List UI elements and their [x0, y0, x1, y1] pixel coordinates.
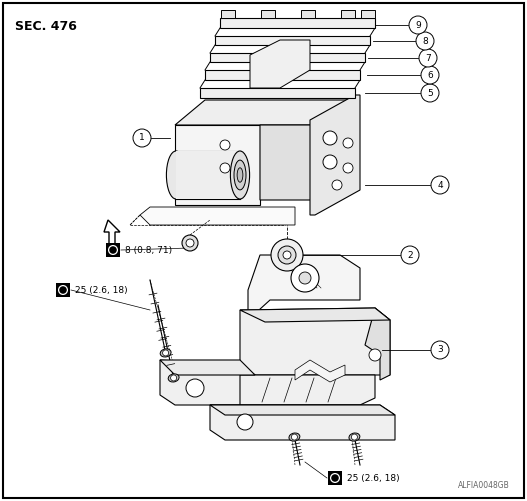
Ellipse shape — [167, 151, 186, 199]
Bar — [106, 243, 120, 257]
Circle shape — [409, 16, 427, 34]
Text: 6: 6 — [427, 71, 433, 80]
Text: SEC. 476: SEC. 476 — [15, 20, 77, 33]
Circle shape — [419, 49, 437, 67]
Ellipse shape — [160, 349, 171, 357]
Polygon shape — [240, 308, 390, 375]
Polygon shape — [160, 360, 255, 405]
Circle shape — [220, 163, 230, 173]
Polygon shape — [210, 405, 395, 440]
Polygon shape — [176, 151, 240, 199]
Circle shape — [352, 434, 357, 440]
Text: 2: 2 — [407, 250, 413, 260]
Polygon shape — [160, 360, 255, 375]
Circle shape — [369, 349, 381, 361]
Polygon shape — [104, 220, 120, 245]
Ellipse shape — [289, 433, 300, 441]
Polygon shape — [301, 10, 315, 18]
Text: 5: 5 — [427, 89, 433, 98]
Ellipse shape — [349, 433, 360, 441]
Text: 9: 9 — [415, 21, 421, 30]
Polygon shape — [200, 88, 355, 98]
Ellipse shape — [230, 151, 250, 199]
Text: 4: 4 — [437, 180, 443, 189]
Circle shape — [291, 434, 297, 440]
Circle shape — [431, 176, 449, 194]
Text: 1: 1 — [139, 133, 145, 142]
Ellipse shape — [234, 160, 246, 190]
Circle shape — [431, 341, 449, 359]
Text: 8: 8 — [422, 37, 428, 46]
Polygon shape — [175, 125, 260, 205]
Polygon shape — [210, 53, 365, 62]
Circle shape — [186, 239, 194, 247]
Polygon shape — [175, 100, 355, 125]
Text: 25 (2.6, 18): 25 (2.6, 18) — [75, 286, 128, 295]
Text: 8 (0.8, 71): 8 (0.8, 71) — [125, 245, 172, 255]
Circle shape — [182, 235, 198, 251]
Circle shape — [220, 140, 230, 150]
Polygon shape — [240, 308, 390, 322]
Circle shape — [343, 138, 353, 148]
Polygon shape — [221, 10, 235, 18]
Circle shape — [271, 239, 303, 271]
Polygon shape — [205, 70, 360, 80]
Circle shape — [421, 84, 439, 102]
Ellipse shape — [168, 374, 179, 382]
Polygon shape — [341, 10, 355, 18]
Text: ALFIA0048GB: ALFIA0048GB — [458, 481, 510, 490]
Circle shape — [283, 251, 291, 259]
Circle shape — [133, 129, 151, 147]
Polygon shape — [295, 360, 345, 382]
Circle shape — [332, 180, 342, 190]
Circle shape — [299, 272, 311, 284]
Polygon shape — [261, 10, 275, 18]
Bar — [56, 283, 70, 297]
Polygon shape — [220, 18, 375, 28]
Circle shape — [171, 375, 177, 381]
Polygon shape — [361, 10, 375, 18]
Polygon shape — [210, 405, 395, 415]
Circle shape — [343, 163, 353, 173]
Polygon shape — [365, 308, 390, 380]
Text: 3: 3 — [437, 346, 443, 355]
Circle shape — [323, 155, 337, 169]
Polygon shape — [260, 100, 355, 200]
Circle shape — [278, 246, 296, 264]
Polygon shape — [250, 40, 310, 88]
Bar — [328, 471, 342, 485]
Polygon shape — [248, 255, 360, 320]
Circle shape — [163, 350, 169, 356]
Ellipse shape — [237, 168, 243, 182]
Text: 25 (2.6, 18): 25 (2.6, 18) — [347, 473, 399, 482]
Circle shape — [237, 414, 253, 430]
Polygon shape — [240, 375, 375, 405]
Polygon shape — [310, 95, 360, 215]
Circle shape — [401, 246, 419, 264]
Text: 7: 7 — [425, 54, 431, 63]
Circle shape — [186, 379, 204, 397]
Circle shape — [323, 131, 337, 145]
Polygon shape — [215, 36, 370, 45]
Circle shape — [291, 264, 319, 292]
Polygon shape — [140, 207, 295, 225]
Circle shape — [421, 66, 439, 84]
Circle shape — [416, 32, 434, 50]
